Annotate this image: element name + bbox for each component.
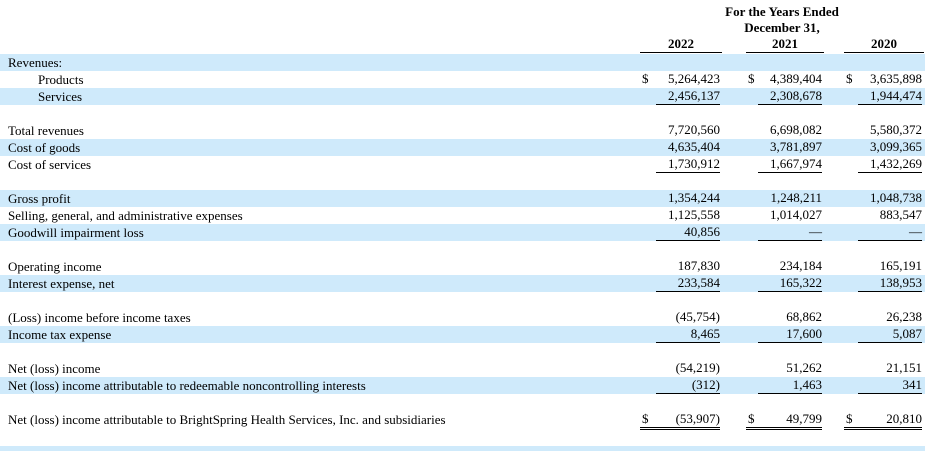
value-cell: 233,584 xyxy=(656,275,720,292)
value-cell: 2,456,137 xyxy=(656,88,720,105)
value-cell: 165,322 xyxy=(758,275,822,292)
value-cell: 1,014,027 xyxy=(770,207,822,222)
row-label: (Loss) income before income taxes xyxy=(8,310,191,325)
value-cell: 6,698,082 xyxy=(770,122,822,137)
row-label: Goodwill impairment loss xyxy=(8,225,144,240)
value-cell: 1,667,974 xyxy=(758,156,822,173)
row-label: Cost of services xyxy=(8,157,92,172)
value-cell: 138,953 xyxy=(858,275,922,292)
value-cell: 17,600 xyxy=(758,326,822,343)
row-label: Products xyxy=(38,72,84,87)
value-cell: 1,125,558 xyxy=(668,207,720,222)
value-cell: 165,191 xyxy=(879,258,922,273)
value-cell: (53,907) xyxy=(675,411,720,426)
currency-sign: $ xyxy=(642,71,649,86)
value-cell: (45,754) xyxy=(675,309,720,324)
value-cell: 883,547 xyxy=(879,207,922,222)
value-cell: 1,463 xyxy=(758,377,822,394)
row-shading xyxy=(0,190,925,207)
total-underline xyxy=(746,411,822,430)
year-header: 2022 xyxy=(640,36,722,53)
row-label: Operating income xyxy=(8,259,102,274)
value-cell: 341 xyxy=(858,377,922,394)
value-cell: 3,635,898 xyxy=(870,71,922,86)
currency-sign: $ xyxy=(846,71,853,86)
header-title: For the Years Ended xyxy=(725,4,839,19)
value-cell: 4,635,404 xyxy=(668,139,720,154)
currency-sign: $ xyxy=(748,411,755,426)
row-label: Cost of goods xyxy=(8,140,81,155)
currency-sign: $ xyxy=(846,411,853,426)
value-cell: 1,048,738 xyxy=(870,190,922,205)
row-shading xyxy=(0,377,925,394)
row-label: Services xyxy=(38,89,83,104)
row-label: Net (loss) income attributable to redeem… xyxy=(8,378,366,393)
value-cell: — xyxy=(758,224,822,241)
row-label: Interest expense, net xyxy=(8,276,115,291)
value-cell: 51,262 xyxy=(786,360,822,375)
value-cell: 5,087 xyxy=(858,326,922,343)
row-label: Total revenues xyxy=(8,123,84,138)
row-shading xyxy=(0,224,925,241)
value-cell: 1,432,269 xyxy=(858,156,922,173)
year-header: 2020 xyxy=(844,36,924,53)
value-cell: 7,720,560 xyxy=(668,122,720,137)
row-shading xyxy=(0,326,925,343)
header-title: December 31, xyxy=(744,20,820,35)
row-shading xyxy=(0,88,925,105)
row-label: Net (loss) income attributable to Bright… xyxy=(8,412,446,427)
total-underline xyxy=(640,411,720,430)
value-cell: 20,810 xyxy=(886,411,922,426)
value-cell: 3,781,897 xyxy=(770,139,822,154)
year-header: 2021 xyxy=(746,36,824,53)
row-label: Gross profit xyxy=(8,191,71,206)
value-cell: 1,248,211 xyxy=(770,190,822,205)
value-cell: 5,264,423 xyxy=(668,71,720,86)
row-label: Revenues: xyxy=(8,55,63,70)
row-shading xyxy=(0,139,925,156)
row-shading xyxy=(0,54,925,71)
row-shading xyxy=(0,275,925,292)
value-cell: 2,308,678 xyxy=(758,88,822,105)
value-cell: 8,465 xyxy=(656,326,720,343)
row-label: Selling, general, and administrative exp… xyxy=(8,208,243,223)
value-cell: — xyxy=(858,224,922,241)
value-cell: 5,580,372 xyxy=(870,122,922,137)
row-shading xyxy=(0,446,925,451)
value-cell: 187,830 xyxy=(677,258,720,273)
value-cell: 26,238 xyxy=(886,309,922,324)
value-cell: 40,856 xyxy=(656,224,720,241)
currency-sign: $ xyxy=(642,411,649,426)
row-label: Income tax expense xyxy=(8,327,112,342)
row-label: Net (loss) income xyxy=(8,361,101,376)
currency-sign: $ xyxy=(748,71,755,86)
value-cell: 4,389,404 xyxy=(770,71,822,86)
value-cell: 68,862 xyxy=(786,309,822,324)
value-cell: 234,184 xyxy=(779,258,822,273)
value-cell: (54,219) xyxy=(675,360,720,375)
value-cell: (312) xyxy=(656,377,720,394)
value-cell: 3,099,365 xyxy=(870,139,922,154)
value-cell: 1,944,474 xyxy=(858,88,922,105)
value-cell: 49,799 xyxy=(786,411,822,426)
value-cell: 1,730,912 xyxy=(656,156,720,173)
value-cell: 1,354,244 xyxy=(668,190,720,205)
value-cell: 21,151 xyxy=(886,360,922,375)
total-underline xyxy=(844,411,922,430)
